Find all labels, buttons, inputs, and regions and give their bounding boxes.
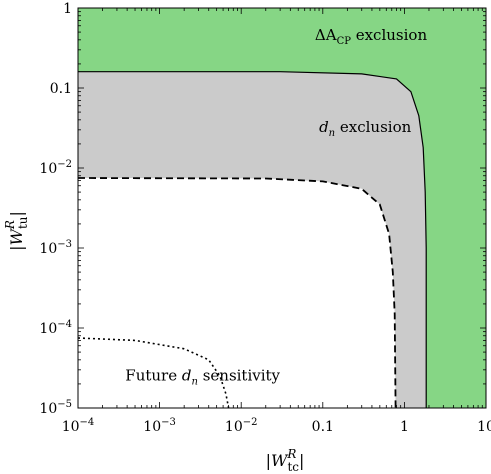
x-tick-labels: 10−4 10−3 10−2 0.1 1 10: [62, 417, 491, 435]
x-tick-label: 10−3: [143, 417, 176, 435]
y-tick-label: 10−5: [39, 399, 72, 417]
x-tick-label: 1: [400, 419, 409, 435]
acp-boundary-line: [78, 71, 427, 408]
y-tick-label: 10−4: [39, 319, 72, 337]
region-annotations: ΔACP exclusion dn exclusion Future dn sens…: [125, 26, 427, 388]
regions-layer: [77, 8, 486, 409]
region-label-0: ΔACP exclusion: [315, 26, 428, 47]
y-tick-labels: 10−5 10−4 10−3 10−2 0.1 1: [39, 1, 72, 417]
x-tick-label: 10−4: [62, 417, 95, 435]
x-tick-label: 10−2: [225, 417, 258, 435]
y-tick-label: 0.1: [50, 81, 72, 97]
plot-area: [77, 7, 487, 409]
y-tick-label: 10−2: [39, 159, 72, 177]
x-tick-label: 10: [477, 419, 491, 435]
x-axis-label: |WR tc|: [266, 447, 305, 474]
plot-frame: [77, 7, 487, 409]
region-label-2: Future dn sensitivity: [125, 367, 280, 388]
y-tick-label: 10−3: [39, 239, 72, 257]
region-label-1: dn exclusion: [319, 118, 412, 139]
x-axis-label-main: |WR tc|: [266, 447, 305, 474]
x-tick-label: 0.1: [312, 419, 334, 435]
y-axis-label-main: |WRtu|: [3, 211, 30, 251]
allowed-region-fill: [78, 178, 396, 408]
y-axis-label: |WRtu|: [3, 211, 30, 251]
dn-boundary-line: [77, 177, 397, 409]
y-tick-label: 1: [63, 1, 72, 17]
